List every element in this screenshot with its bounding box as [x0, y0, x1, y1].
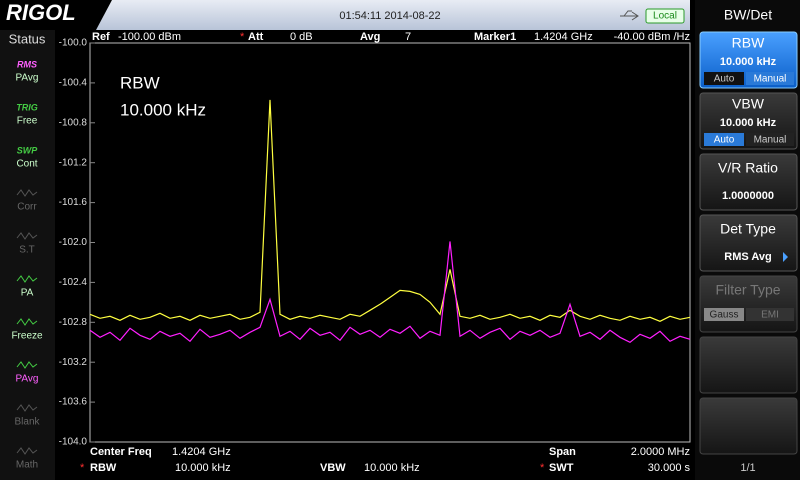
vbw-label: VBW	[320, 462, 346, 474]
annotation: RBW	[120, 73, 160, 92]
avg-label: Avg	[360, 31, 380, 43]
button-value: 10.000 kHz	[720, 117, 777, 129]
att-value: 0 dB	[290, 31, 313, 43]
status-icon	[16, 232, 38, 240]
rbw-value: 10.000 kHz	[175, 462, 231, 474]
span-value: 2.0000 MHz	[631, 446, 690, 458]
ref-label: Ref	[92, 31, 110, 43]
status-label: PA	[21, 288, 34, 299]
toggle-selected	[704, 308, 744, 321]
rbw-label: RBW	[90, 462, 117, 474]
y-tick-label: -103.6	[59, 397, 88, 408]
marker-value: -40.00 dBm /Hz	[614, 31, 690, 43]
status-label: Math	[16, 460, 38, 471]
status-title: Status	[9, 31, 46, 46]
empty-button[interactable]	[699, 397, 798, 455]
status-icon: TRIG	[16, 102, 38, 112]
trace	[89, 99, 691, 322]
toggle-manual: Manual	[754, 74, 787, 85]
toggle-auto: Auto	[714, 74, 735, 85]
avg-value: 7	[405, 31, 411, 43]
y-tick-label: -100.0	[59, 38, 88, 49]
button-label: Det Type	[720, 221, 776, 237]
status-icon	[16, 189, 38, 197]
datetime: 01:54:11 2014-08-22	[339, 10, 440, 22]
mode-box	[645, 8, 685, 24]
page-indicator: 1/1	[740, 462, 755, 474]
y-tick-label: -102.8	[59, 317, 88, 328]
toggle-manual: Manual	[754, 135, 787, 146]
button-label: VBW	[732, 96, 765, 112]
toggle	[704, 72, 744, 85]
att-flag: *	[240, 31, 245, 43]
status-icon: RMS	[17, 59, 37, 69]
center-label: Center Freq	[90, 446, 152, 458]
logo-bg	[0, 0, 112, 30]
swt-flag: *	[540, 462, 545, 474]
vr-button[interactable]	[699, 153, 798, 211]
center-value: 1.4204 GHz	[172, 446, 231, 458]
status-label: Cont	[16, 159, 37, 170]
toggle-selected	[746, 72, 794, 85]
y-tick-label: -102.4	[59, 277, 88, 288]
mode: Local	[653, 11, 677, 22]
usb-icon	[620, 10, 639, 21]
det-button[interactable]	[699, 214, 798, 272]
toggle	[746, 133, 794, 146]
y-tick-label: -104.0	[59, 437, 88, 448]
button-value: 1.0000000	[722, 190, 774, 202]
status-label: PAvg	[16, 374, 39, 385]
plot-area	[89, 42, 691, 443]
swt-value: 30.000 s	[648, 462, 691, 474]
y-tick-label: -100.8	[59, 117, 88, 128]
button-value: 10.000 kHz	[720, 56, 777, 68]
marker-label: Marker1	[474, 31, 516, 43]
status-label: Free	[17, 116, 38, 127]
status-label: Blank	[14, 417, 40, 428]
button-value: RMS Avg	[724, 251, 771, 263]
logo: RIGOL	[6, 0, 76, 25]
span-label: Span	[549, 446, 576, 458]
status-icon	[16, 318, 38, 326]
header-bar	[0, 0, 690, 30]
status-icon	[16, 447, 38, 455]
status-label: Corr	[17, 202, 37, 213]
y-tick-label: -103.2	[59, 357, 88, 368]
status-label: PAvg	[16, 73, 39, 84]
status-icon	[16, 275, 38, 283]
annotation: 10.000 kHz	[120, 100, 206, 119]
att-label: Att	[248, 31, 264, 43]
y-tick-label: -100.4	[59, 78, 88, 89]
marker-freq: 1.4204 GHz	[534, 31, 593, 43]
status-label: Freeze	[11, 331, 43, 342]
arrow	[783, 252, 788, 262]
status-label: S.T	[19, 245, 35, 256]
vbw-value: 10.000 kHz	[364, 462, 420, 474]
button-label: V/R Ratio	[718, 160, 778, 176]
status-icon	[16, 361, 38, 369]
toggle-emi: EMI	[761, 310, 779, 321]
button-label: RBW	[732, 35, 765, 51]
menu-title: BW/Det	[724, 7, 772, 23]
toggle	[746, 308, 794, 321]
toggle-gauss: Gauss	[710, 310, 739, 321]
toggle-selected	[704, 133, 744, 146]
y-tick-label: -101.6	[59, 197, 88, 208]
rbw-flag: *	[80, 462, 85, 474]
toggle-auto: Auto	[714, 135, 735, 146]
button-label: Filter Type	[715, 282, 780, 298]
trace	[89, 241, 691, 344]
y-tick-label: -101.2	[59, 157, 88, 168]
ref-value: -100.00 dBm	[118, 31, 181, 43]
y-tick-label: -102.0	[59, 237, 88, 248]
status-icon: SWP	[17, 145, 38, 155]
swt-label: SWT	[549, 462, 574, 474]
status-panel	[0, 30, 55, 480]
empty-button[interactable]	[699, 336, 798, 394]
status-icon	[16, 404, 38, 412]
